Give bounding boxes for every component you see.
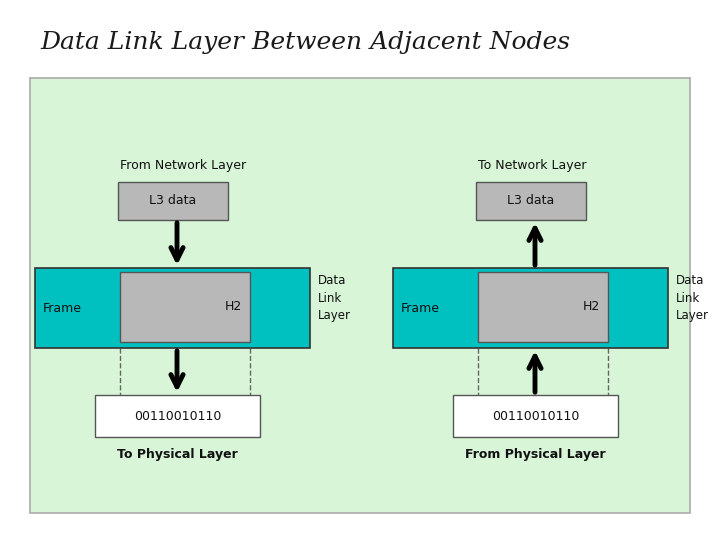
Text: H2: H2 [582, 300, 600, 314]
Bar [30, 78, 690, 513]
Text: 00110010110: 00110010110 [492, 409, 579, 422]
Text: Data Link Layer Between Adjacent Nodes: Data Link Layer Between Adjacent Nodes [40, 30, 570, 53]
Text: From Network Layer: From Network Layer [120, 159, 246, 172]
Bar [476, 182, 586, 220]
Text: L3 data: L3 data [149, 194, 197, 207]
Text: H2: H2 [225, 300, 242, 314]
Text: To Network Layer: To Network Layer [478, 159, 587, 172]
Text: Frame: Frame [43, 301, 82, 314]
Text: To Physical Layer: To Physical Layer [117, 448, 238, 461]
Text: L3 data: L3 data [508, 194, 554, 207]
Bar [35, 268, 310, 348]
Bar [393, 268, 668, 348]
Text: Data
Link
Layer: Data Link Layer [318, 274, 351, 321]
Text: From Physical Layer: From Physical Layer [464, 448, 606, 461]
Text: Data
Link
Layer: Data Link Layer [676, 274, 709, 321]
Text: Frame: Frame [401, 301, 440, 314]
Bar [120, 272, 250, 342]
Bar [95, 395, 260, 437]
Bar [478, 272, 608, 342]
Bar [453, 395, 618, 437]
Bar [118, 182, 228, 220]
Text: 00110010110: 00110010110 [134, 409, 221, 422]
